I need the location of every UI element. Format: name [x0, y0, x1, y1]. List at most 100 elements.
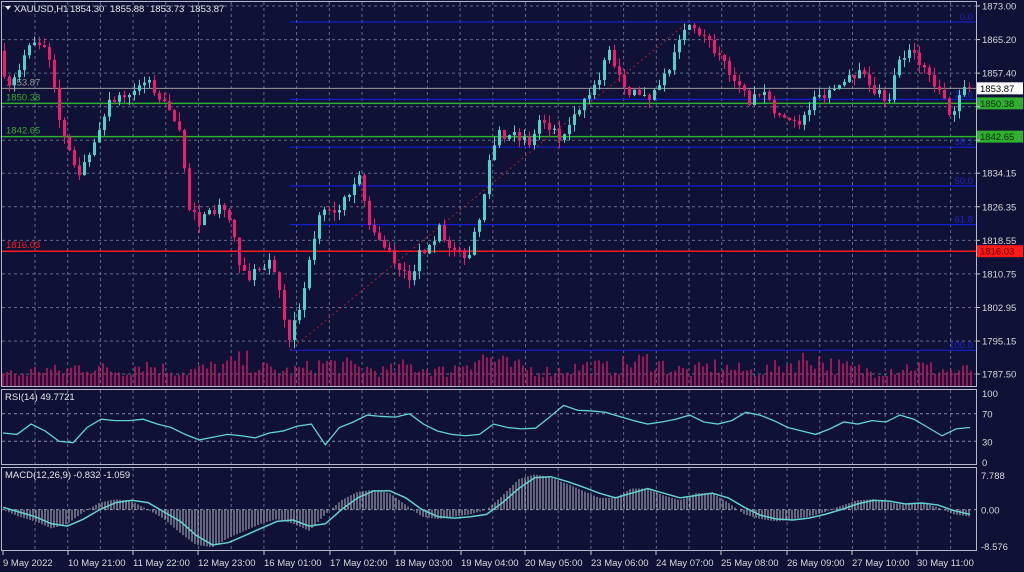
candle — [213, 204, 216, 216]
candle — [678, 34, 681, 59]
macd-panel-border[interactable] — [1, 467, 977, 551]
candle — [658, 79, 661, 91]
candle-body — [573, 114, 576, 125]
candle-body — [238, 237, 241, 266]
fibonacci-trend-line[interactable] — [289, 21, 689, 351]
candle — [793, 116, 796, 128]
candle-body — [623, 74, 626, 88]
price-tick-label: 1826.35 — [982, 202, 1016, 213]
candle — [183, 128, 186, 173]
candle — [803, 111, 806, 131]
candle — [553, 124, 556, 135]
candle — [3, 42, 6, 80]
candle — [358, 171, 361, 186]
candle-body — [98, 129, 101, 143]
candle-body — [843, 81, 846, 86]
candle — [258, 266, 261, 272]
candle — [108, 91, 111, 122]
candle — [63, 117, 66, 144]
candle-body — [508, 135, 511, 139]
candle — [528, 131, 531, 149]
candle — [333, 201, 336, 222]
candle — [783, 112, 786, 119]
candle-body — [108, 99, 111, 117]
candle-body — [403, 269, 406, 271]
candle — [153, 74, 156, 97]
candle-body — [658, 85, 661, 90]
support-price-badge-label: 1842.65 — [980, 132, 1014, 143]
candle — [763, 84, 766, 104]
candle — [953, 106, 956, 122]
candle-body — [128, 95, 131, 98]
dropdown-triangle-icon[interactable] — [5, 6, 11, 10]
candle — [933, 67, 936, 93]
candle-body — [558, 128, 561, 140]
candle-body — [518, 132, 521, 140]
candle — [148, 76, 151, 89]
candle — [28, 43, 31, 59]
candle — [578, 108, 581, 117]
candle-body — [288, 319, 291, 340]
candle-body — [408, 270, 411, 281]
candle-body — [583, 98, 586, 111]
rsi-line — [2, 404, 971, 446]
candle — [453, 242, 456, 257]
candle — [278, 271, 281, 298]
candle — [503, 129, 506, 143]
candle-body — [833, 89, 836, 91]
candle-body — [388, 247, 391, 251]
candle — [448, 236, 451, 257]
candle — [693, 23, 696, 34]
candle-body — [183, 129, 186, 169]
candle — [468, 246, 471, 260]
candle-body — [48, 47, 51, 60]
candle — [33, 36, 36, 46]
candle — [288, 319, 291, 348]
candle-body — [788, 117, 791, 121]
candle-body — [963, 86, 966, 96]
candle — [498, 126, 501, 148]
candle — [363, 173, 366, 207]
candle — [753, 86, 756, 106]
volume-bars — [2, 350, 972, 386]
candle — [218, 198, 221, 219]
candle-body — [553, 128, 556, 130]
candle — [98, 122, 101, 143]
candle — [588, 88, 591, 105]
candle-body — [313, 238, 316, 260]
candle — [903, 50, 906, 68]
candle — [178, 112, 181, 132]
candle-body — [163, 99, 166, 102]
current-price-badge-label: 1853.87 — [980, 84, 1014, 95]
candle-body — [688, 24, 691, 30]
candle — [483, 193, 486, 223]
candle — [328, 205, 331, 212]
candle-body — [543, 120, 546, 123]
rsi-panel-border[interactable] — [1, 389, 977, 465]
time-tick-label: 19 May 04:00 — [461, 558, 519, 569]
candle-body — [78, 165, 81, 176]
candle-body — [303, 288, 306, 310]
candle-body — [668, 70, 671, 74]
candle — [918, 46, 921, 74]
candle — [223, 202, 226, 218]
candle — [708, 33, 711, 48]
macd-signal-line — [2, 475, 971, 546]
candle-body — [708, 35, 711, 41]
fib-level-label: 61.8 — [955, 215, 974, 226]
candle — [373, 218, 376, 236]
candle — [533, 129, 536, 150]
candle — [518, 128, 521, 148]
time-tick-label: 12 May 23:00 — [198, 558, 256, 569]
candle — [368, 196, 371, 230]
candle-body — [218, 204, 221, 214]
candle — [68, 133, 71, 152]
candle-body — [938, 86, 941, 90]
candle — [318, 212, 321, 245]
time-tick-label: 25 May 08:00 — [721, 558, 779, 569]
price-lines[interactable]: 1853.87 1853.87 1850.38 1850.38 1842.65 1842.… — [2, 77, 1023, 258]
candle-body — [228, 209, 231, 220]
